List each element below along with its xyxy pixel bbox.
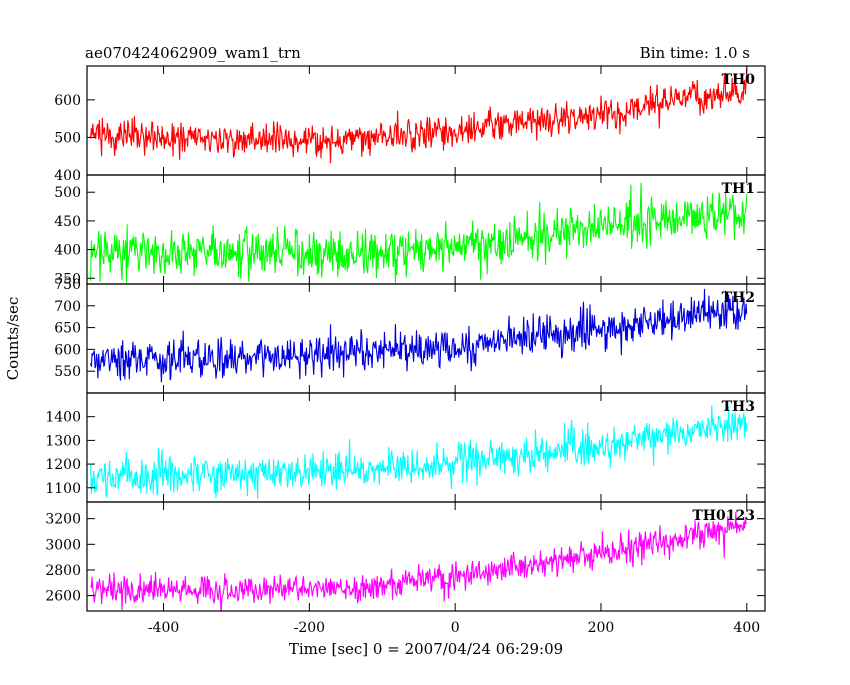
series-line-th2 bbox=[90, 288, 748, 383]
y-tick-label: 400 bbox=[54, 168, 81, 184]
series-line-th0 bbox=[90, 68, 748, 164]
bin-time-label: Bin time: 1.0 s bbox=[639, 44, 750, 62]
y-tick-label: 1100 bbox=[45, 481, 81, 497]
panel-frame bbox=[86, 501, 766, 612]
x-tick-label: 400 bbox=[733, 620, 760, 636]
panel-label-th1: TH1 bbox=[722, 181, 755, 197]
y-tick-label: 500 bbox=[54, 185, 81, 201]
y-axis-label: Counts/sec bbox=[4, 297, 22, 381]
panel-frame bbox=[86, 65, 766, 176]
series-line-th1 bbox=[90, 182, 748, 283]
y-tick-label: 2800 bbox=[45, 563, 81, 579]
y-tick-label: 1300 bbox=[45, 433, 81, 449]
panel-label-th0123: TH0123 bbox=[692, 508, 755, 524]
y-tick-label: 750 bbox=[54, 277, 81, 293]
y-tick-label: 1400 bbox=[45, 410, 81, 426]
y-tick-label: 350 bbox=[54, 271, 81, 287]
panel-frame bbox=[86, 174, 766, 285]
y-tick-label: 600 bbox=[54, 93, 81, 109]
y-tick-label: 3200 bbox=[45, 512, 81, 528]
y-tick-label: 650 bbox=[54, 321, 81, 337]
panel-label-th0: TH0 bbox=[722, 72, 756, 88]
y-tick-label: 500 bbox=[54, 130, 81, 146]
y-tick-label: 400 bbox=[54, 243, 81, 259]
y-tick-label: 1200 bbox=[45, 457, 81, 473]
x-tick-label: -200 bbox=[294, 620, 325, 636]
panel-label-th2: TH2 bbox=[722, 290, 755, 306]
series-line-th3 bbox=[90, 405, 748, 499]
y-tick-label: 550 bbox=[54, 364, 81, 380]
x-axis-label: Time [sec] 0 = 2007/04/24 06:29:09 bbox=[289, 640, 563, 658]
x-tick-label: 0 bbox=[451, 620, 460, 636]
y-tick-label: 450 bbox=[54, 214, 81, 230]
panel-frame bbox=[86, 392, 766, 503]
chart-title: ae070424062909_wam1_trn bbox=[85, 44, 301, 62]
panel-label-th3: TH3 bbox=[722, 399, 755, 415]
series-line-th0123 bbox=[90, 512, 748, 611]
y-tick-label: 600 bbox=[54, 342, 81, 358]
x-tick-label: 200 bbox=[588, 620, 615, 636]
y-tick-label: 700 bbox=[54, 299, 81, 315]
x-tick-label: -400 bbox=[148, 620, 179, 636]
y-tick-label: 2600 bbox=[45, 589, 81, 605]
y-tick-label: 3000 bbox=[45, 537, 81, 553]
